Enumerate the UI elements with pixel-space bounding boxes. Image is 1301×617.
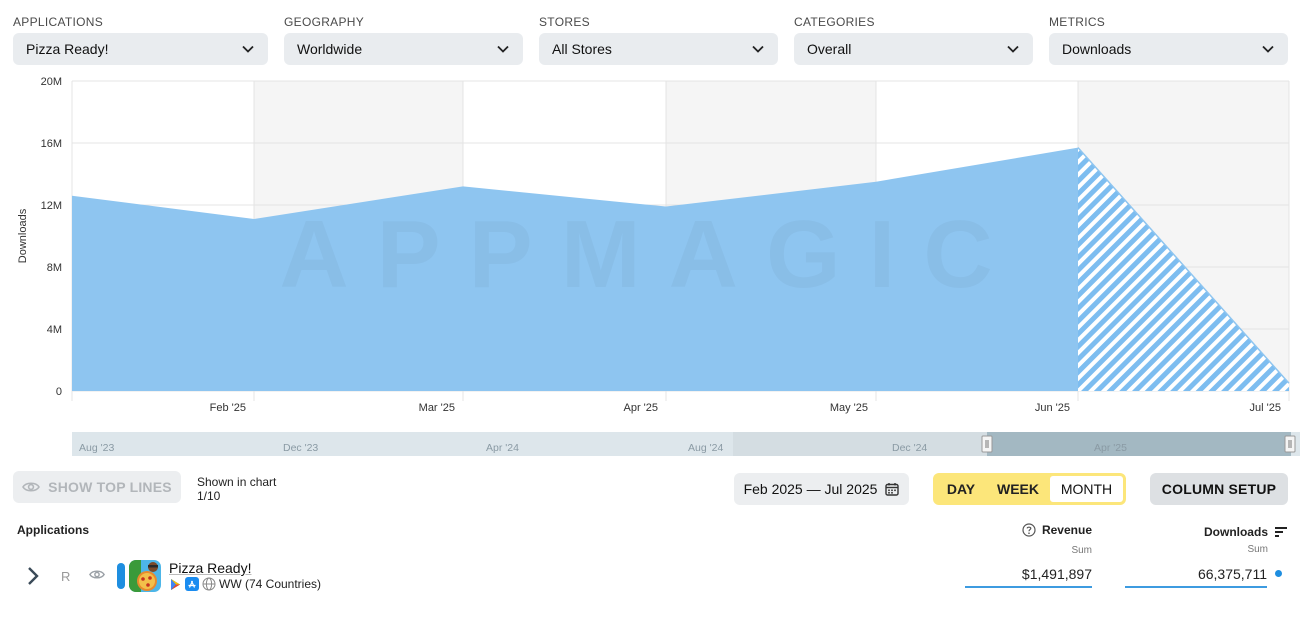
help-icon[interactable] [1022, 523, 1036, 537]
app-name-link[interactable]: Pizza Ready! [169, 560, 252, 576]
revenue-header-sub: Sum [1071, 545, 1092, 556]
x-tick-label: Mar '25 [419, 402, 455, 414]
filter-value: Overall [807, 41, 852, 57]
chevron-down-icon [1262, 45, 1274, 53]
navigator-label: Aug '23 [79, 442, 114, 454]
y-axis-label: Downloads [17, 208, 29, 263]
chart-svg: APPMAGIC 0 4M 8M 12M 16M 20M Feb '25 Mar '25 Apr… [17, 76, 1290, 414]
x-tick-label: May '25 [830, 402, 868, 414]
period-toggle: DAY WEEK MONTH [933, 473, 1126, 505]
calendar-icon [885, 483, 900, 496]
filter-value: Worldwide [297, 41, 363, 57]
applications-select[interactable]: Pizza Ready! [13, 33, 268, 65]
navigator-label: Dec '23 [283, 442, 318, 454]
filter-value: Pizza Ready! [26, 41, 109, 57]
period-week-button[interactable]: WEEK [997, 481, 1039, 497]
filter-value: Downloads [1062, 41, 1132, 57]
navigator-band [733, 432, 989, 456]
filter-applications: APPLICATIONS Pizza Ready! [13, 14, 268, 65]
sort-icon[interactable] [1274, 526, 1288, 538]
x-tick-label: Apr '25 [623, 402, 658, 414]
show-top-lines-button[interactable]: SHOW TOP LINES [13, 471, 181, 503]
filter-geography: GEOGRAPHY Worldwide [284, 14, 523, 65]
date-range-picker[interactable]: Feb 2025 — Jul 2025 [734, 473, 909, 505]
downloads-area [72, 147, 1078, 391]
chevron-down-icon [242, 45, 254, 53]
app-icon [129, 560, 161, 592]
navigator-label: Dec '24 [892, 442, 927, 454]
y-tick-label: 20M [41, 76, 62, 88]
google-play-icon [171, 578, 180, 590]
navigator-handle[interactable] [981, 435, 993, 453]
y-tick-label: 12M [41, 200, 62, 212]
metrics-select[interactable]: Downloads [1049, 33, 1288, 65]
filter-metrics: METRICS Downloads [1049, 14, 1288, 65]
y-tick-label: 16M [41, 138, 62, 150]
partial-edge [1077, 147, 1290, 384]
date-range-value: Feb 2025 — Jul 2025 [743, 481, 878, 497]
chevron-down-icon [497, 45, 509, 53]
series-dot [1275, 570, 1282, 577]
geography-select[interactable]: Worldwide [284, 33, 523, 65]
stores-select[interactable]: All Stores [539, 33, 778, 65]
column-header-revenue[interactable]: Revenue Sum [1000, 523, 1092, 556]
eye-icon[interactable] [89, 569, 105, 580]
watermark: APPMAGIC [279, 201, 1020, 308]
period-day-button[interactable]: DAY [946, 481, 976, 497]
shown-in-chart: Shown in chart 1/10 [197, 475, 276, 503]
navigator-label: Aug '24 [688, 442, 723, 454]
column-header-downloads[interactable]: Downloads Sum [1160, 523, 1288, 555]
navigator-selection[interactable] [987, 432, 1291, 456]
navigator-label: Apr '24 [486, 442, 519, 454]
revenue-value: $1,491,897 [965, 566, 1092, 588]
filter-bar: APPLICATIONS Pizza Ready! GEOGRAPHY Worl… [13, 14, 1288, 66]
eye-icon [22, 482, 41, 492]
column-setup-button[interactable]: COLUMN SETUP [1150, 473, 1288, 505]
app-meta: WW (74 Countries) [169, 577, 321, 591]
filter-label: STORES [539, 15, 590, 29]
filter-label: GEOGRAPHY [284, 15, 365, 29]
revenue-header-label: Revenue [1041, 523, 1092, 537]
x-tick-label: Jul '25 [1250, 402, 1281, 414]
timeline-navigator[interactable]: Aug '23 Dec '23 Apr '24 Aug '24 Dec '24 Apr '… [72, 432, 1300, 456]
rank-label: R [61, 569, 71, 584]
navigator-label: Apr '25 [1094, 442, 1127, 454]
downloads-chart[interactable]: APPMAGIC 0 4M 8M 12M 16M 20M Feb '25 Mar '25 Apr… [0, 72, 1301, 417]
filter-value: All Stores [552, 41, 612, 57]
globe-icon [202, 577, 216, 591]
column-header-applications: Applications [17, 523, 90, 537]
downloads-area-partial [1078, 147, 1289, 391]
period-month-button[interactable]: MONTH [1049, 475, 1124, 503]
navigator-handle[interactable] [1284, 435, 1296, 453]
shown-in-chart-label: Shown in chart [197, 475, 277, 489]
downloads-header-sub: Sum [1247, 544, 1268, 555]
chevron-down-icon [752, 45, 764, 53]
filter-label: METRICS [1049, 15, 1106, 29]
categories-select[interactable]: Overall [794, 33, 1033, 65]
filter-stores: STORES All Stores [539, 14, 778, 65]
filter-label: APPLICATIONS [13, 15, 104, 29]
show-top-lines-label: SHOW TOP LINES [48, 479, 172, 495]
downloads-header-label: Downloads [1203, 525, 1268, 539]
filter-label: CATEGORIES [794, 15, 875, 29]
x-tick-label: Feb '25 [210, 402, 246, 414]
navigator-svg: Aug '23 Dec '23 Apr '24 Aug '24 Dec '24 Apr '… [72, 432, 1300, 456]
y-tick-label: 4M [47, 324, 62, 336]
shown-in-chart-value: 1/10 [197, 489, 221, 503]
y-tick-label: 8M [47, 262, 62, 274]
app-store-icon [185, 577, 199, 591]
downloads-value: 66,375,711 [1125, 566, 1267, 588]
app-geo: WW (74 Countries) [219, 577, 322, 591]
filter-categories: CATEGORIES Overall [794, 14, 1033, 65]
x-tick-label: Jun '25 [1035, 402, 1070, 414]
y-tick-label: 0 [56, 386, 62, 398]
chevron-down-icon [1007, 45, 1019, 53]
series-color-bar[interactable] [117, 563, 125, 589]
table-row: R Pizza Ready! WW (74 Countries) $1,491,… [0, 558, 1301, 598]
chevron-right-icon[interactable] [25, 566, 41, 586]
